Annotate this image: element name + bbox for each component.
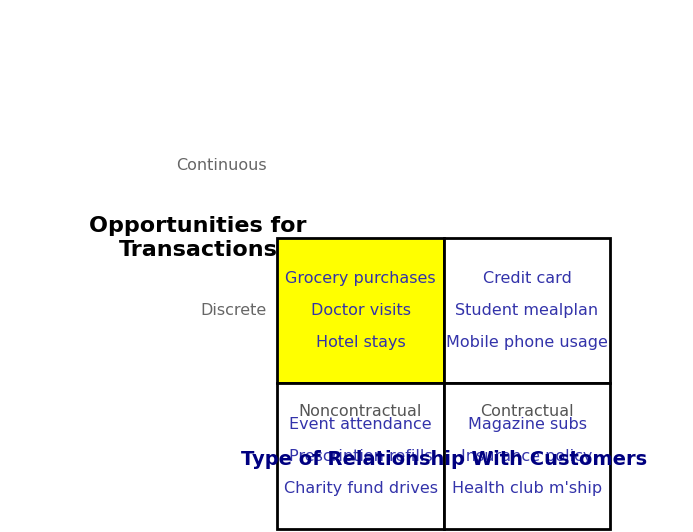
Text: Mobile phone usage: Mobile phone usage: [446, 335, 608, 350]
Text: Noncontractual: Noncontractual: [299, 404, 422, 419]
Text: Opportunities for
Transactions: Opportunities for Transactions: [89, 217, 307, 260]
Text: Hotel stays: Hotel stays: [315, 335, 405, 350]
Text: Contractual: Contractual: [480, 404, 574, 419]
Text: Doctor visits: Doctor visits: [310, 303, 410, 318]
Text: Student mealplan: Student mealplan: [455, 303, 599, 318]
Text: Grocery purchases: Grocery purchases: [286, 271, 436, 286]
Text: Type of Relationship With Customers: Type of Relationship With Customers: [240, 451, 647, 469]
Text: Health club m'ship: Health club m'ship: [452, 480, 602, 496]
Bar: [277, 238, 444, 384]
Text: Prescription refills: Prescription refills: [289, 448, 432, 463]
Bar: [277, 384, 444, 529]
Text: Magazine subs: Magazine subs: [468, 417, 586, 431]
Bar: [444, 384, 611, 529]
Text: Charity fund drives: Charity fund drives: [283, 480, 437, 496]
Text: Credit card: Credit card: [482, 271, 572, 286]
Bar: [444, 238, 611, 384]
Text: Discrete: Discrete: [200, 303, 267, 318]
Text: Continuous: Continuous: [176, 157, 267, 173]
Text: Event attendance: Event attendance: [289, 417, 432, 431]
Text: Insurance policy: Insurance policy: [462, 448, 593, 463]
